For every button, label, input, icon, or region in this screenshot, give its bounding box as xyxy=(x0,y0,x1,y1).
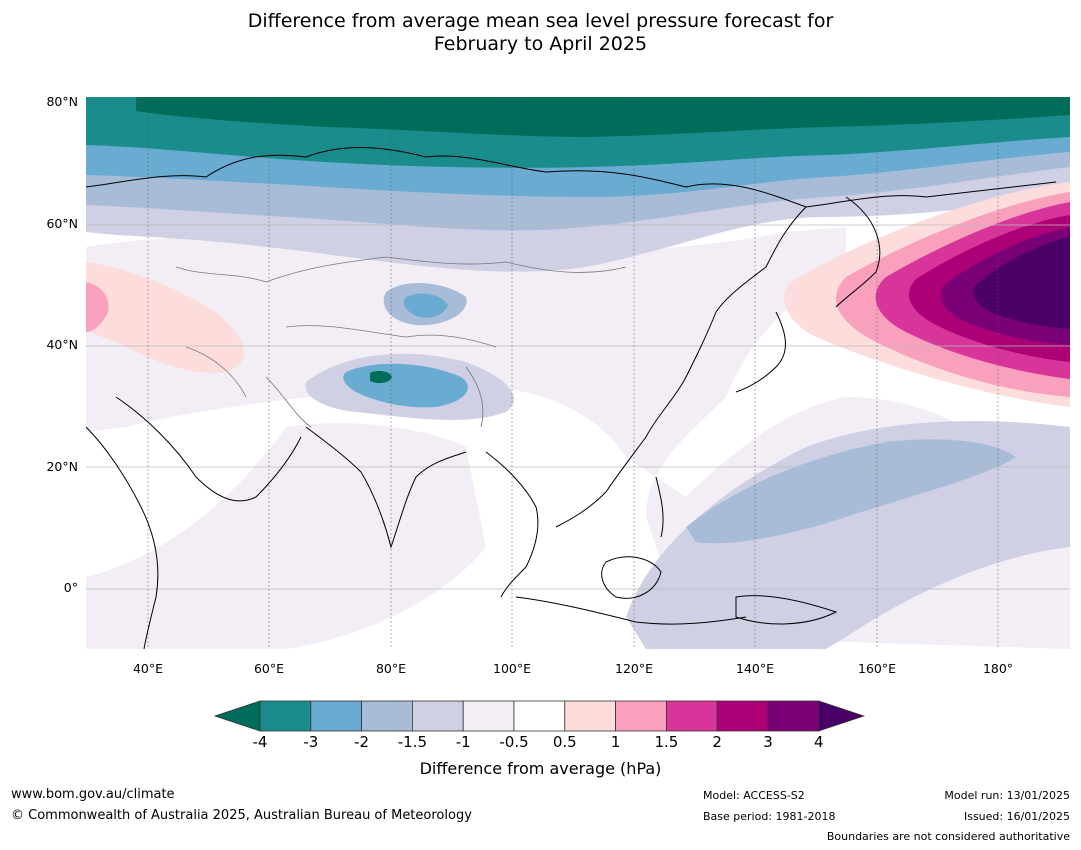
coastline-kamchatka xyxy=(835,196,881,308)
lon-label-160e: 160°E xyxy=(857,661,897,676)
coastline-borneo xyxy=(601,556,662,599)
colorbar-tick-label: -2 xyxy=(354,733,370,751)
colorbar-tick-label: 1.5 xyxy=(654,733,679,751)
colorbar-cell xyxy=(716,700,769,732)
lat-label-80n: 80°N xyxy=(46,94,78,109)
title-line-2: February to April 2025 xyxy=(433,33,648,55)
coastline-africa xyxy=(86,426,159,649)
colorbar-tick-label: 3 xyxy=(763,733,773,751)
lon-label-80e: 80°E xyxy=(375,661,407,676)
colorbar-cell xyxy=(564,700,616,732)
colorbar-tick-label: -1.5 xyxy=(397,733,428,751)
lon-label-180: 180° xyxy=(982,661,1014,676)
colorbar-cell xyxy=(310,700,363,732)
lon-label-140e: 140°E xyxy=(735,661,775,676)
pressure-anomaly-map xyxy=(86,97,1070,649)
colorbar-tick-label: -0.5 xyxy=(499,733,529,751)
colorbar-cell xyxy=(665,700,718,732)
colorbar-tick-label: -1 xyxy=(455,733,471,751)
country-borders xyxy=(175,256,627,428)
anomaly-pacific-strong xyxy=(686,439,1016,544)
anomaly-caspian-positive-strong xyxy=(86,282,109,332)
footer-base-period: Base period: 1981-2018 xyxy=(703,810,836,823)
colorbar-tick-label: 0.5 xyxy=(552,733,577,751)
coastline-east-asia xyxy=(555,206,807,528)
colorbar xyxy=(214,700,866,732)
footer-model-run: Model run: 13/01/2025 xyxy=(944,789,1070,802)
footer-model: Model: ACCESS-S2 xyxy=(703,789,805,802)
anomaly-caspian-positive xyxy=(86,262,245,373)
colorbar-cell xyxy=(259,700,312,732)
colorbar-cell xyxy=(361,700,413,732)
colorbar-over-triangle xyxy=(818,700,866,732)
lon-label-100e: 100°E xyxy=(492,661,532,676)
coastline-arabia xyxy=(115,396,302,502)
colorbar-tick-label: 1 xyxy=(610,733,621,751)
anomaly-arctic-extreme xyxy=(136,97,1070,137)
title-line-1: Difference from average mean sea level p… xyxy=(247,10,834,32)
lon-label-40e: 40°E xyxy=(132,661,164,676)
footer-disclaimer: Boundaries are not considered authoritat… xyxy=(826,830,1070,843)
coastline-arctic xyxy=(86,147,1057,208)
colorbar-tick-label: 4 xyxy=(814,733,824,751)
chart-title: Difference from average mean sea level p… xyxy=(0,10,1081,56)
anomaly-mongolia-core xyxy=(403,293,448,318)
graticule xyxy=(86,97,1070,649)
lat-label-0: 0° xyxy=(63,580,78,595)
footer-copyright: © Commonwealth of Australia 2025, Austra… xyxy=(11,808,472,823)
coastlines xyxy=(86,147,1057,649)
lon-label-120e: 120°E xyxy=(614,661,654,676)
coastline-philippines xyxy=(655,476,664,538)
colorbar-cells xyxy=(214,700,866,732)
lat-label-40n: 40°N xyxy=(46,337,78,352)
anomaly-band-light-negative-tropics xyxy=(86,423,486,649)
colorbar-cell xyxy=(513,700,566,732)
colorbar-cell xyxy=(767,700,820,732)
lat-label-60n: 60°N xyxy=(46,216,78,231)
colorbar-tick-label: -3 xyxy=(303,733,319,751)
coastline-india xyxy=(305,426,467,549)
colorbar-label: Difference from average (hPa) xyxy=(419,759,662,778)
lat-label-20n: 20°N xyxy=(46,459,78,474)
coastline-indonesia xyxy=(515,596,747,625)
colorbar-tick-label: -4 xyxy=(252,733,268,751)
footer-issued: Issued: 16/01/2025 xyxy=(963,810,1070,823)
footer-website[interactable]: www.bom.gov.au/climate xyxy=(11,787,175,802)
anomaly-tibet-core xyxy=(370,370,392,384)
coastline-indochina xyxy=(485,451,539,598)
coastline-new-guinea xyxy=(735,595,838,625)
colorbar-tick-label: 2 xyxy=(712,733,722,751)
coastline-japan xyxy=(735,311,786,393)
lon-label-60e: 60°E xyxy=(253,661,285,676)
colorbar-cell xyxy=(462,700,515,732)
colorbar-under-triangle xyxy=(214,700,261,732)
map-svg xyxy=(86,97,1070,649)
colorbar-cell xyxy=(411,700,464,732)
colorbar-cell xyxy=(615,700,667,732)
anomaly-npac-extreme xyxy=(973,237,1070,329)
